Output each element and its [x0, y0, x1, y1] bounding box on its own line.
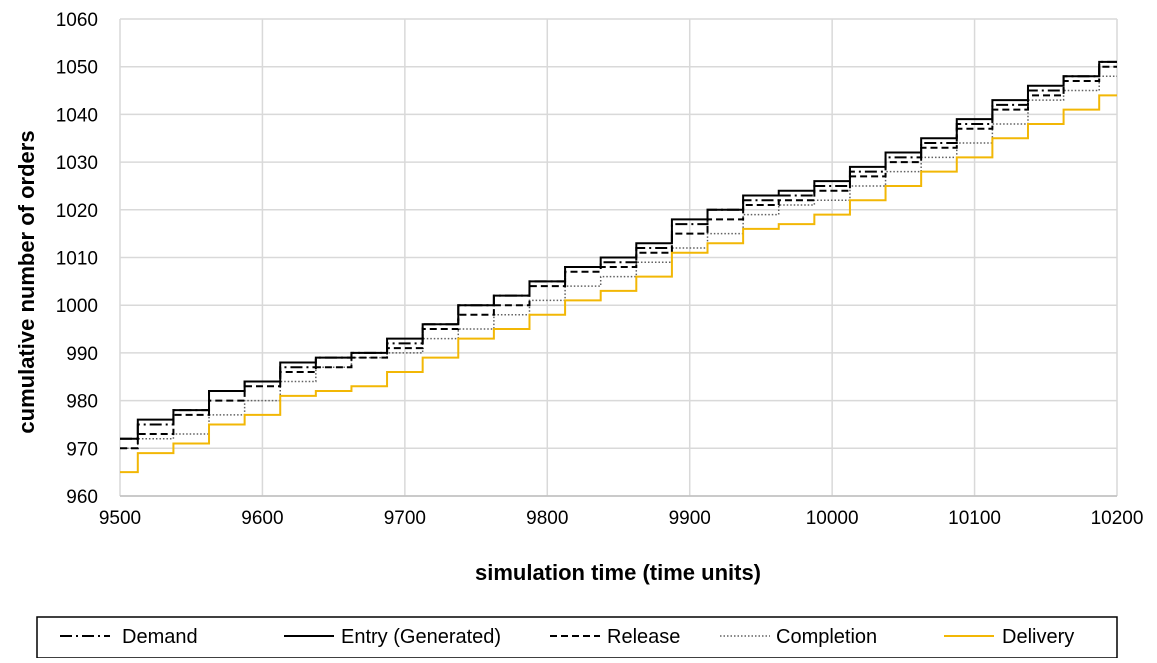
- y-tick-label: 1030: [56, 153, 98, 174]
- legend-label: Release: [607, 626, 680, 648]
- x-tick-label: 9900: [669, 508, 711, 529]
- y-tick-label: 970: [66, 439, 98, 460]
- x-tick-label: 10200: [1091, 508, 1144, 529]
- x-tick-label: 9800: [526, 508, 568, 529]
- x-tick-label: 9700: [384, 508, 426, 529]
- legend-label: Entry (Generated): [341, 626, 501, 648]
- x-tick-label: 10000: [806, 508, 859, 529]
- y-tick-label: 1060: [56, 10, 98, 31]
- y-tick-label: 1040: [56, 105, 98, 126]
- series-layer: [120, 60, 1117, 474]
- y-axis-title: cumulative number of orders: [14, 130, 39, 433]
- y-tick-label: 1050: [56, 58, 98, 79]
- y-tick-label: 980: [66, 392, 98, 413]
- x-tick-label: 10100: [948, 508, 1001, 529]
- series-line-delivery: [120, 94, 1117, 474]
- y-tick-label: 1010: [56, 249, 98, 270]
- y-tick-label: 1000: [56, 296, 98, 317]
- legend-label: Demand: [122, 626, 198, 648]
- legend-label: Completion: [776, 626, 877, 648]
- series-line-completion: [120, 75, 1117, 450]
- x-axis-title: simulation time (time units): [475, 560, 761, 585]
- series-line-entry-generated: [120, 60, 1117, 440]
- x-tick-label: 9600: [241, 508, 283, 529]
- y-tick-label: 1020: [56, 201, 98, 222]
- y-tick-label: 960: [66, 487, 98, 508]
- x-tick-label: 9500: [99, 508, 141, 529]
- legend: Demand Entry (Generated) Release Completion…: [36, 616, 1118, 659]
- y-tick-label: 990: [66, 344, 98, 365]
- legend-label: Delivery: [1002, 626, 1074, 648]
- legend-border: [36, 616, 1118, 659]
- tick-labels: 9500 9600 9700 9800 9900 10000 10100 10200 960 97…: [56, 10, 1144, 529]
